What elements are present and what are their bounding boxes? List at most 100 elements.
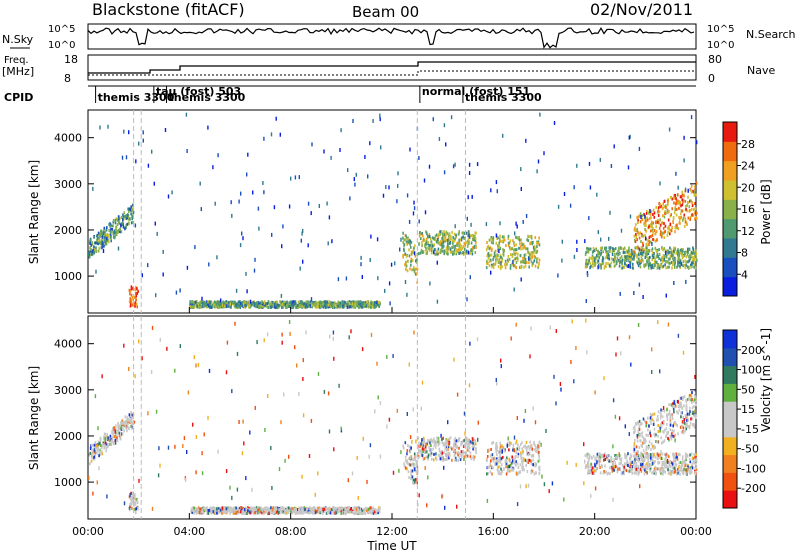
range-gate-cell: [205, 304, 207, 308]
range-gate-cell: [413, 206, 416, 211]
range-gate-cell: [291, 511, 294, 515]
range-gate-cell: [109, 236, 112, 239]
range-gate-cell: [421, 439, 423, 443]
range-gate-cell: [93, 455, 96, 459]
range-gate-cell: [226, 510, 229, 514]
range-gate-cell: [445, 453, 447, 457]
range-gate-cell: [588, 247, 591, 251]
range-gate-cell: [409, 267, 411, 271]
range-gate-cell: [444, 447, 447, 451]
range-gate-cell: [468, 449, 470, 453]
range-gate-cell: [688, 209, 691, 213]
range-gate-cell: [122, 220, 124, 224]
range-gate-cell: [162, 249, 164, 254]
range-gate-cell: [426, 242, 428, 246]
range-gate-cell: [460, 238, 463, 242]
range-gate-cell: [468, 438, 471, 442]
range-gate-cell: [498, 470, 500, 474]
range-gate-cell: [326, 511, 329, 515]
range-gate-cell: [136, 287, 138, 291]
range-gate-cell: [412, 211, 415, 216]
range-gate-cell: [495, 255, 498, 259]
range-gate-cell: [627, 250, 629, 254]
range-gate-cell: [282, 305, 285, 309]
range-gate-cell: [89, 451, 92, 455]
range-gate-cell: [497, 254, 499, 258]
range-gate-cell: [374, 508, 377, 512]
range-gate-cell: [203, 508, 205, 512]
range-gate-cell: [675, 251, 677, 255]
range-gate-cell: [674, 230, 676, 234]
range-gate-cell: [360, 262, 362, 267]
range-gate-cell: [673, 281, 675, 285]
range-gate-cell: [445, 246, 448, 250]
range-gate-cell: [674, 202, 677, 206]
range-gate-cell: [97, 249, 100, 253]
range-gate-cell: [515, 243, 517, 247]
range-gate-cell: [524, 258, 527, 261]
range-gate-cell: [485, 222, 488, 227]
range-gate-cell: [100, 246, 103, 250]
range-gate-cell: [106, 437, 108, 441]
range-gate-cell: [286, 305, 288, 309]
range-gate-cell: [495, 260, 497, 264]
range-gate-cell: [409, 239, 411, 243]
range-gate-cell: [323, 300, 325, 304]
range-gate-cell: [597, 251, 600, 255]
range-gate-cell: [647, 239, 649, 243]
range-gate-cell: [122, 421, 124, 425]
range-gate-cell: [535, 464, 537, 468]
range-gate-cell: [645, 236, 647, 241]
range-gate-cell: [656, 238, 658, 242]
range-gate-cell: [515, 235, 517, 239]
range-gate-cell: [399, 247, 401, 252]
range-gate-cell: [104, 441, 107, 445]
range-gate-cell: [631, 252, 634, 256]
range-gate-cell: [409, 458, 412, 462]
range-gate-cell: [428, 235, 431, 239]
range-gate-cell: [317, 302, 319, 306]
range-gate-cell: [514, 455, 517, 459]
range-gate-cell: [663, 230, 666, 234]
range-gate-cell: [435, 440, 438, 444]
range-gate-cell: [220, 298, 222, 303]
range-gate-cell: [520, 167, 522, 172]
range-gate-cell: [441, 244, 444, 248]
range-gate-cell: [538, 453, 540, 457]
range-gate-cell: [382, 193, 385, 198]
range-gate-cell: [120, 230, 123, 234]
range-gate-cell: [254, 511, 256, 515]
range-gate-cell: [117, 428, 120, 432]
range-gate-cell: [495, 450, 497, 453]
range-gate-cell: [446, 242, 449, 246]
range-gate-cell: [425, 447, 427, 451]
range-gate-cell: [443, 450, 446, 454]
range-gate-cell: [313, 511, 316, 515]
range-gate-cell: [648, 217, 651, 220]
range-gate-cell: [531, 469, 534, 473]
range-gate-cell: [217, 509, 220, 513]
range-gate-cell: [537, 242, 540, 246]
range-gate-cell: [675, 171, 677, 176]
range-gate-cell: [213, 300, 216, 304]
range-gate-cell: [255, 506, 258, 510]
range-gate-cell: [366, 300, 369, 304]
range-gate-cell: [370, 305, 372, 309]
range-gate-cell: [303, 510, 306, 514]
range-gate-cell: [657, 206, 660, 210]
range-gate-cell: [614, 255, 616, 259]
range-gate-cell: [640, 252, 642, 256]
range-gate-cell: [647, 252, 650, 256]
range-gate-cell: [411, 462, 414, 466]
range-gate-cell: [682, 198, 685, 202]
range-gate-cell: [167, 194, 170, 199]
range-gate-cell: [599, 246, 602, 250]
range-gate-cell: [443, 233, 446, 237]
range-gate-cell: [528, 265, 530, 269]
range-gate-cell: [113, 429, 115, 433]
range-gate-cell: [523, 468, 525, 472]
range-gate-cell: [538, 455, 540, 458]
range-gate-cell: [412, 248, 415, 252]
range-gate-cell: [538, 236, 540, 240]
range-gate-cell: [113, 229, 116, 233]
